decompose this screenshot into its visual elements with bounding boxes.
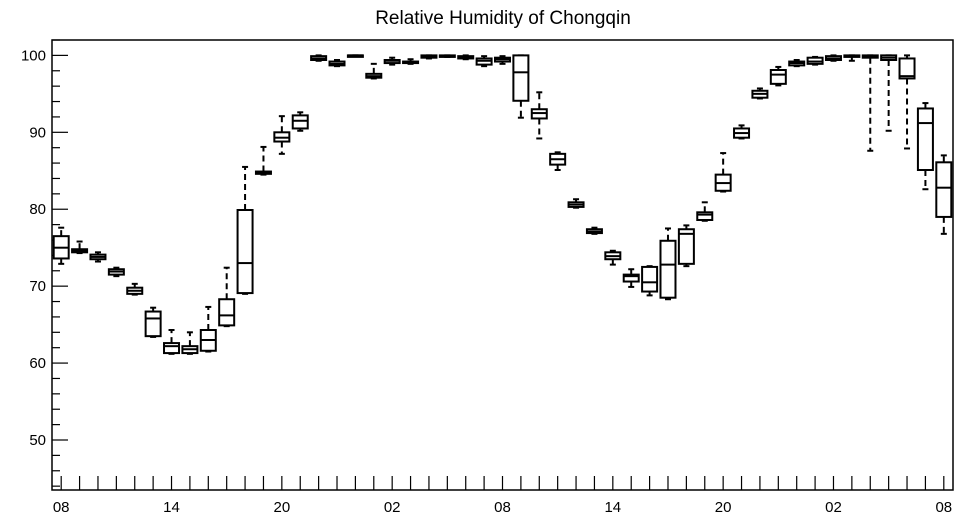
box-plot xyxy=(144,306,162,338)
box-series xyxy=(52,54,953,355)
y-tick-label: 100 xyxy=(21,47,46,64)
box xyxy=(144,310,162,338)
box-plot xyxy=(402,58,420,65)
box-plot xyxy=(622,268,640,288)
box-plot xyxy=(585,226,603,235)
box xyxy=(769,69,787,85)
box-plot xyxy=(107,266,125,278)
y-tick-label: 70 xyxy=(29,278,46,295)
x-tick-label: 14 xyxy=(163,499,180,516)
box-plot xyxy=(52,226,70,265)
box-plot xyxy=(89,251,107,263)
x-tick-label: 08 xyxy=(494,499,511,516)
box-plot xyxy=(549,151,567,171)
box-plot xyxy=(254,145,272,176)
box xyxy=(641,265,659,293)
x-tick-label: 08 xyxy=(935,499,952,516)
box-plot xyxy=(236,165,254,295)
box xyxy=(163,342,181,355)
chart-title: Relative Humidity of Chongqin xyxy=(375,8,631,29)
box-plot xyxy=(567,198,585,209)
box-plot xyxy=(861,54,879,152)
box-plot xyxy=(420,54,438,60)
box xyxy=(916,107,934,171)
x-tick-label: 14 xyxy=(604,499,621,516)
box-plot xyxy=(935,154,953,235)
box xyxy=(677,228,695,265)
box-plot xyxy=(181,331,199,355)
box-plot xyxy=(916,102,934,191)
box-plot xyxy=(328,59,346,68)
box xyxy=(236,209,254,295)
box-plot xyxy=(641,265,659,297)
box-plot xyxy=(438,54,456,58)
box xyxy=(935,161,953,218)
x-tick-label: 20 xyxy=(715,499,732,516)
box xyxy=(659,239,677,299)
box-plot xyxy=(273,115,291,155)
box xyxy=(622,273,640,283)
x-tick-label: 20 xyxy=(274,499,291,516)
box-plot xyxy=(714,152,732,193)
box-plot xyxy=(291,111,309,132)
box-plot xyxy=(806,55,824,66)
box-plot xyxy=(659,227,677,301)
box-plot xyxy=(71,240,89,255)
box-plot xyxy=(199,305,217,353)
box-plot xyxy=(310,54,328,62)
y-tick-label: 90 xyxy=(29,124,46,141)
y-tick-label: 50 xyxy=(29,432,46,449)
box-plot xyxy=(880,54,898,132)
box-plot xyxy=(126,282,144,296)
box-plot xyxy=(604,249,622,266)
box xyxy=(898,57,916,80)
box-plot xyxy=(457,54,475,61)
axes: 50 60 70 80 90 100 08 14 20 02 08 14 20 02 08 xyxy=(21,39,954,516)
box-plot xyxy=(512,54,530,119)
box-plot xyxy=(733,124,751,140)
y-tick-label: 60 xyxy=(29,355,46,372)
y-tick-label: 80 xyxy=(29,201,46,218)
box xyxy=(291,114,309,130)
box-plot xyxy=(843,54,861,62)
box-plot xyxy=(218,266,236,328)
box-plot xyxy=(769,65,787,87)
plot-frame xyxy=(51,39,954,491)
box xyxy=(696,211,714,222)
box-plot xyxy=(475,55,493,68)
box-plot xyxy=(530,91,548,140)
box-plot xyxy=(696,201,714,222)
box-plot xyxy=(677,224,695,268)
box-plot xyxy=(494,55,511,65)
x-tick-label: 02 xyxy=(825,499,842,516)
box xyxy=(218,298,236,327)
box-plot xyxy=(163,329,181,355)
box-plot xyxy=(383,56,401,66)
box-plot xyxy=(365,62,383,80)
x-tick-label: 08 xyxy=(53,499,70,516)
box-plot xyxy=(751,87,769,100)
box xyxy=(512,54,530,102)
box-plot xyxy=(824,54,842,62)
box-plot xyxy=(898,54,916,150)
box-plot xyxy=(346,54,364,58)
x-tick-label: 02 xyxy=(384,499,401,516)
box-plot xyxy=(788,59,806,68)
